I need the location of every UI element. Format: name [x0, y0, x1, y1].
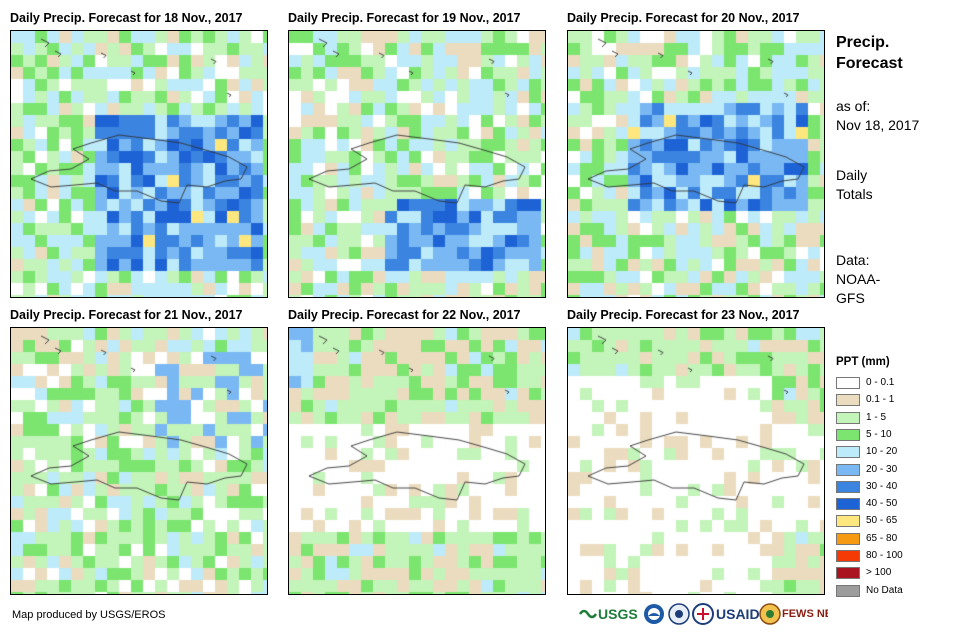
map-panel-1 — [10, 30, 268, 298]
legend-label: 0 - 0.1 — [866, 377, 895, 388]
dhs-seal — [668, 603, 690, 625]
legend-item: 5 - 10 — [836, 428, 966, 443]
legend-swatch — [836, 411, 860, 424]
map-panel-4 — [10, 327, 268, 595]
legend-item: 10 - 20 — [836, 446, 966, 460]
legend-swatch — [836, 480, 860, 493]
legend-label: 65 - 80 — [866, 532, 898, 544]
legend-label: > 100 — [866, 567, 892, 579]
legend-swatch — [836, 515, 860, 528]
legend-swatch — [836, 428, 860, 441]
precip-grid — [289, 328, 545, 594]
legend-label: 30 - 40 — [866, 480, 898, 492]
usaid-logo: USAID — [692, 603, 760, 625]
map-panel-6 — [567, 327, 825, 595]
legend-swatch — [836, 446, 860, 459]
precip-grid — [11, 31, 267, 297]
sidebar-data-source: Data: NOAA- GFS — [836, 252, 881, 306]
legend-label: 50 - 65 — [866, 515, 898, 527]
legend-label: 10 - 20 — [866, 446, 898, 458]
precip-grid — [289, 31, 545, 297]
legend-title: PPT (mm) — [836, 356, 890, 368]
legend-item: 30 - 40 — [836, 480, 966, 495]
panel-title-4: Daily Precip. Forecast for 21 Nov., 2017 — [10, 308, 243, 322]
legend-swatch — [836, 532, 860, 545]
legend-label: 80 - 100 — [866, 550, 903, 561]
sidebar-asof: as of: Nov 18, 2017 — [836, 98, 920, 133]
panel-title-5: Daily Precip. Forecast for 22 Nov., 2017 — [288, 308, 521, 322]
legend-swatch — [836, 463, 860, 476]
sidebar-heading: Precip. Forecast — [836, 34, 903, 72]
panel-title-2: Daily Precip. Forecast for 19 Nov., 2017 — [288, 11, 521, 25]
map-panel-3 — [567, 30, 825, 298]
legend-item: 0.1 - 1 — [836, 394, 966, 408]
legend-label: 40 - 50 — [866, 498, 898, 510]
precip-grid — [568, 31, 824, 297]
map-panel-5 — [288, 327, 546, 595]
map-credit: Map produced by USGS/EROS — [12, 609, 166, 621]
svg-text:USGS: USGS — [598, 606, 638, 622]
legend-item: 1 - 5 — [836, 411, 966, 426]
precip-grid — [11, 328, 267, 594]
sidebar-totals: Daily Totals — [836, 167, 873, 202]
legend-item: No Data — [836, 584, 966, 599]
legend-swatch — [836, 394, 860, 407]
legend-item: 50 - 65 — [836, 515, 966, 529]
legend-swatch — [836, 377, 860, 389]
precip-grid — [568, 328, 824, 594]
legend-item: 20 - 30 — [836, 463, 966, 478]
legend-label: 5 - 10 — [866, 428, 892, 440]
legend-item: 80 - 100 — [836, 550, 966, 564]
panel-title-3: Daily Precip. Forecast for 20 Nov., 2017 — [567, 11, 800, 25]
map-panel-2 — [288, 30, 546, 298]
agency-logos: USGS USAID FEWS NET — [578, 601, 839, 627]
fewsnet-logo: FEWS NET — [759, 603, 839, 625]
usgs-logo: USGS — [578, 606, 638, 622]
legend-label: No Data — [866, 584, 903, 596]
legend-swatch — [836, 584, 860, 597]
noaa-logo — [644, 604, 664, 624]
legend-item: 0 - 0.1 — [836, 377, 966, 391]
panel-title-6: Daily Precip. Forecast for 23 Nov., 2017 — [567, 308, 800, 322]
panel-title-1: Daily Precip. Forecast for 18 Nov., 2017 — [10, 11, 243, 25]
legend-label: 20 - 30 — [866, 463, 898, 475]
legend-label: 0.1 - 1 — [866, 394, 895, 406]
legend-swatch — [836, 498, 860, 511]
svg-text:USAID: USAID — [716, 606, 760, 622]
legend-swatch — [836, 550, 860, 562]
legend-item: 65 - 80 — [836, 532, 966, 547]
legend-swatch — [836, 567, 860, 580]
legend-item: > 100 — [836, 567, 966, 581]
legend-label: 1 - 5 — [866, 411, 887, 423]
svg-text:FEWS NET: FEWS NET — [782, 608, 828, 620]
legend-item: 40 - 50 — [836, 498, 966, 512]
